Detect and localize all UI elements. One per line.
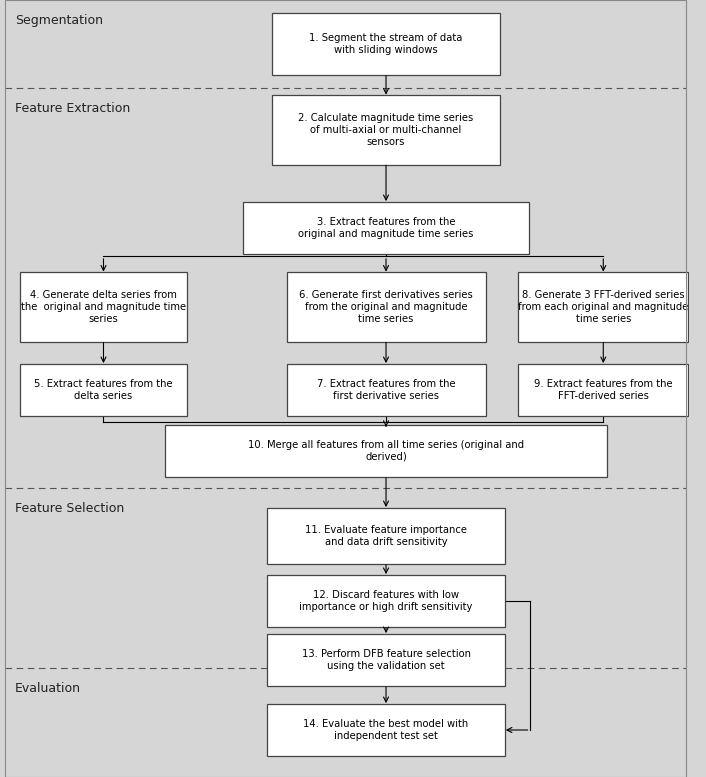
- FancyBboxPatch shape: [267, 704, 505, 756]
- Text: 11. Evaluate feature importance
and data drift sensitivity: 11. Evaluate feature importance and data…: [305, 525, 467, 547]
- Text: Segmentation: Segmentation: [15, 14, 103, 27]
- FancyBboxPatch shape: [243, 202, 530, 254]
- FancyBboxPatch shape: [164, 425, 607, 477]
- Text: 12. Discard features with low
importance or high drift sensitivity: 12. Discard features with low importance…: [299, 591, 473, 611]
- FancyBboxPatch shape: [287, 272, 486, 342]
- Text: 9. Extract features from the
FFT-derived series: 9. Extract features from the FFT-derived…: [534, 379, 673, 401]
- Text: 3. Extract features from the
original and magnitude time series: 3. Extract features from the original an…: [299, 218, 474, 239]
- FancyBboxPatch shape: [5, 88, 686, 488]
- Text: Evaluation: Evaluation: [15, 682, 81, 695]
- Text: Feature Extraction: Feature Extraction: [15, 102, 130, 115]
- FancyBboxPatch shape: [5, 0, 686, 88]
- FancyBboxPatch shape: [287, 364, 486, 416]
- FancyBboxPatch shape: [267, 507, 505, 564]
- Text: 5. Extract features from the
delta series: 5. Extract features from the delta serie…: [34, 379, 173, 401]
- Text: 13. Perform DFB feature selection
using the validation set: 13. Perform DFB feature selection using …: [301, 650, 470, 671]
- FancyBboxPatch shape: [20, 272, 187, 342]
- FancyBboxPatch shape: [5, 668, 686, 777]
- Text: 2. Calculate magnitude time series
of multi-axial or multi-channel
sensors: 2. Calculate magnitude time series of mu…: [299, 113, 474, 147]
- FancyBboxPatch shape: [5, 488, 686, 668]
- FancyBboxPatch shape: [518, 272, 688, 342]
- FancyBboxPatch shape: [1, 0, 689, 777]
- FancyBboxPatch shape: [267, 634, 505, 686]
- FancyBboxPatch shape: [518, 364, 688, 416]
- FancyBboxPatch shape: [267, 575, 505, 627]
- Text: 14. Evaluate the best model with
independent test set: 14. Evaluate the best model with indepen…: [304, 720, 469, 740]
- Text: Feature Selection: Feature Selection: [15, 502, 124, 515]
- Text: 6. Generate first derivatives series
from the original and magnitude
time series: 6. Generate first derivatives series fro…: [299, 291, 473, 323]
- FancyBboxPatch shape: [272, 12, 500, 75]
- Text: 10. Merge all features from all time series (original and
derived): 10. Merge all features from all time ser…: [248, 441, 524, 462]
- Text: 4. Generate delta series from
the  original and magnitude time
series: 4. Generate delta series from the origin…: [21, 291, 186, 323]
- Text: 8. Generate 3 FFT-derived series
from each original and magnitude
time series: 8. Generate 3 FFT-derived series from ea…: [518, 291, 688, 323]
- Text: 7. Extract features from the
first derivative series: 7. Extract features from the first deriv…: [317, 379, 455, 401]
- FancyBboxPatch shape: [20, 364, 187, 416]
- Text: 1. Segment the stream of data
with sliding windows: 1. Segment the stream of data with slidi…: [309, 33, 462, 55]
- FancyBboxPatch shape: [272, 95, 500, 165]
